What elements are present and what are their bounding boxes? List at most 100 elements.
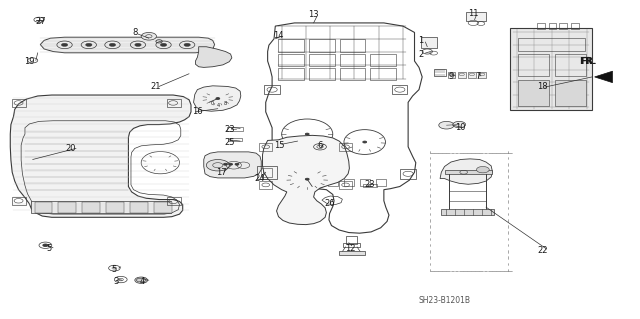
Text: 21: 21 bbox=[150, 82, 161, 91]
Bar bbox=[328, 179, 338, 187]
Polygon shape bbox=[440, 159, 492, 184]
Text: 2: 2 bbox=[419, 50, 424, 59]
Bar bbox=[343, 243, 360, 247]
Bar bbox=[537, 23, 545, 29]
Bar bbox=[559, 23, 567, 29]
Bar bbox=[228, 138, 242, 141]
Bar bbox=[31, 201, 171, 213]
Bar bbox=[346, 236, 357, 244]
Bar bbox=[280, 179, 290, 187]
Text: 0: 0 bbox=[211, 101, 214, 107]
Bar bbox=[376, 179, 386, 187]
Text: 5: 5 bbox=[112, 264, 117, 274]
Text: 27: 27 bbox=[35, 17, 45, 26]
Bar bbox=[371, 68, 396, 80]
Bar bbox=[392, 85, 408, 94]
Bar bbox=[344, 179, 354, 187]
Text: FR.: FR. bbox=[580, 56, 596, 65]
Bar bbox=[555, 80, 586, 106]
Bar bbox=[448, 72, 456, 78]
Text: 13: 13 bbox=[308, 11, 319, 19]
Text: 15: 15 bbox=[275, 141, 285, 150]
Text: 3: 3 bbox=[113, 277, 118, 286]
Circle shape bbox=[476, 167, 489, 173]
Bar bbox=[58, 202, 76, 213]
Text: 16: 16 bbox=[192, 108, 203, 116]
Bar bbox=[227, 127, 243, 131]
Circle shape bbox=[135, 277, 148, 283]
Circle shape bbox=[363, 141, 367, 143]
Bar bbox=[278, 54, 304, 66]
Bar bbox=[518, 80, 548, 106]
Circle shape bbox=[305, 133, 309, 135]
Text: 23: 23 bbox=[365, 181, 375, 189]
Bar bbox=[371, 54, 396, 66]
Text: 26: 26 bbox=[324, 199, 335, 208]
Text: 5: 5 bbox=[46, 244, 51, 253]
Circle shape bbox=[439, 122, 454, 129]
Text: 10: 10 bbox=[455, 123, 466, 132]
Polygon shape bbox=[262, 135, 349, 225]
Text: 9: 9 bbox=[448, 72, 454, 81]
Bar bbox=[167, 197, 180, 205]
Text: 23: 23 bbox=[224, 125, 235, 134]
Bar bbox=[421, 37, 437, 48]
Text: 20: 20 bbox=[66, 144, 76, 153]
Bar bbox=[445, 170, 492, 174]
Circle shape bbox=[235, 163, 239, 165]
Text: 25: 25 bbox=[224, 137, 235, 146]
Bar bbox=[296, 179, 306, 187]
Text: 18: 18 bbox=[537, 82, 548, 91]
Bar bbox=[339, 181, 352, 189]
Text: 1: 1 bbox=[419, 36, 424, 45]
Text: 11: 11 bbox=[468, 9, 479, 18]
Bar bbox=[309, 40, 335, 51]
Text: SH23-B1201B: SH23-B1201B bbox=[419, 296, 470, 305]
Circle shape bbox=[86, 43, 92, 47]
Bar bbox=[106, 202, 124, 213]
Text: 17: 17 bbox=[216, 168, 227, 177]
Bar bbox=[130, 202, 148, 213]
Text: 24: 24 bbox=[254, 174, 264, 183]
Bar bbox=[12, 99, 26, 107]
Polygon shape bbox=[195, 47, 232, 67]
Polygon shape bbox=[595, 71, 612, 83]
Bar bbox=[312, 179, 322, 187]
Text: 8: 8 bbox=[132, 28, 138, 37]
Bar bbox=[259, 181, 272, 189]
Bar bbox=[309, 54, 335, 66]
Text: 8: 8 bbox=[223, 101, 227, 107]
Bar bbox=[548, 23, 556, 29]
Bar bbox=[278, 68, 304, 80]
Polygon shape bbox=[10, 95, 191, 217]
Bar bbox=[154, 202, 172, 213]
Bar bbox=[339, 251, 365, 255]
Polygon shape bbox=[193, 86, 241, 111]
Text: 4: 4 bbox=[140, 277, 145, 286]
Bar bbox=[510, 28, 592, 110]
Bar bbox=[340, 68, 365, 80]
Bar bbox=[35, 202, 52, 213]
Circle shape bbox=[184, 43, 190, 47]
Bar bbox=[340, 54, 365, 66]
Text: 19: 19 bbox=[24, 56, 35, 65]
Circle shape bbox=[161, 43, 167, 47]
Text: 22: 22 bbox=[537, 246, 547, 255]
Bar bbox=[466, 12, 486, 21]
Circle shape bbox=[141, 33, 157, 40]
Bar bbox=[260, 168, 272, 177]
Bar bbox=[401, 169, 416, 179]
Circle shape bbox=[305, 178, 309, 180]
Circle shape bbox=[216, 98, 220, 100]
Bar bbox=[555, 54, 586, 76]
Bar bbox=[571, 23, 579, 29]
Circle shape bbox=[228, 163, 232, 165]
Bar bbox=[442, 209, 493, 215]
Polygon shape bbox=[204, 152, 261, 178]
Bar bbox=[458, 72, 466, 78]
Text: 12: 12 bbox=[346, 244, 356, 253]
Bar bbox=[468, 72, 476, 78]
Bar bbox=[12, 197, 26, 204]
Bar bbox=[434, 69, 447, 76]
Text: 7: 7 bbox=[476, 72, 481, 81]
